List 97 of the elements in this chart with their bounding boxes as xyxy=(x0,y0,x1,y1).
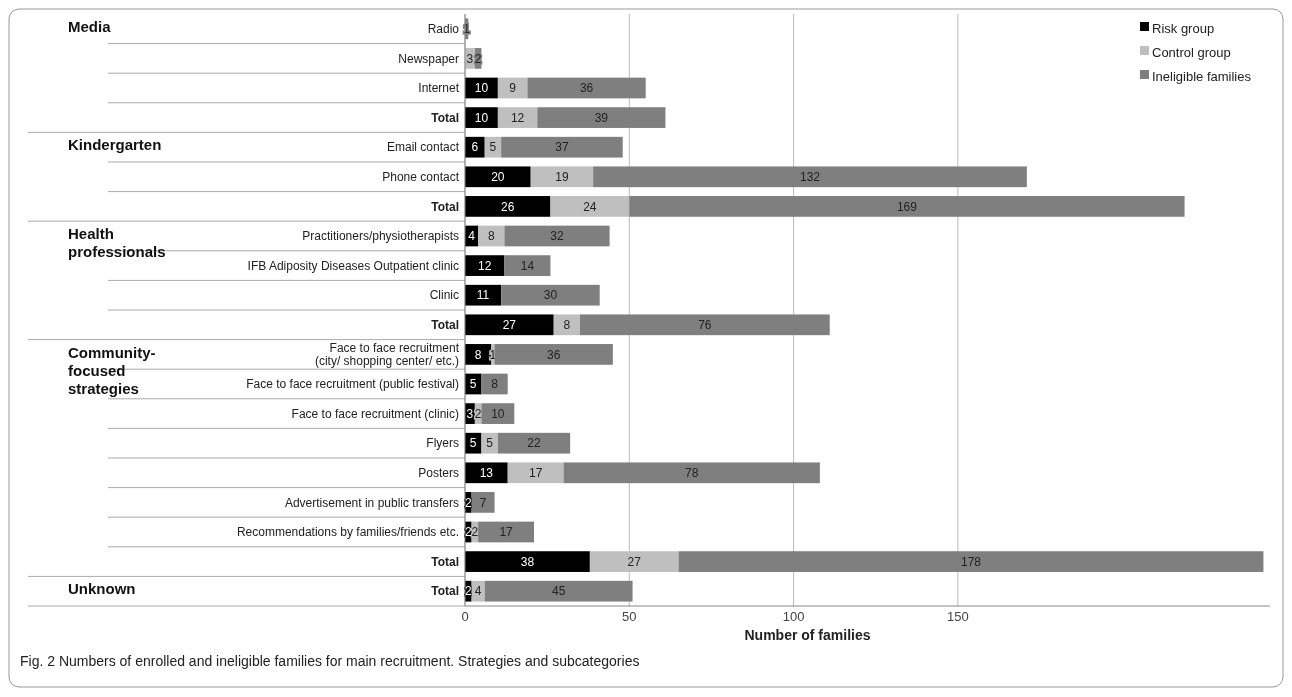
data-label: 12 xyxy=(478,258,492,273)
y-tick-label: Total xyxy=(431,554,459,569)
data-label: 2 xyxy=(474,406,482,421)
data-label: 13 xyxy=(479,466,494,480)
y-tick-label: Total xyxy=(431,199,459,214)
data-label: 19 xyxy=(555,170,569,184)
data-label: 38 xyxy=(520,554,535,569)
data-label: 14 xyxy=(520,258,535,273)
y-tick-label: Clinic xyxy=(429,288,459,303)
text: Kindergarten xyxy=(68,136,162,154)
y-tick-label: Newspaper xyxy=(398,51,459,66)
y-tick-label: Face to face recruitment (clinic) xyxy=(291,406,459,421)
data-label: 8 xyxy=(491,377,499,392)
data-label: 178 xyxy=(960,554,982,569)
y-tick-label: Recommendations by families/friends etc. xyxy=(236,525,459,540)
data-label: 11 xyxy=(476,288,490,303)
data-label: 78 xyxy=(685,466,699,480)
data-label: 22 xyxy=(527,436,541,451)
data-label: 9 xyxy=(509,81,517,96)
bar xyxy=(465,551,590,572)
data-label: 37 xyxy=(555,140,569,155)
data-label: 5 xyxy=(469,377,477,392)
data-label: 8 xyxy=(474,347,482,362)
bar xyxy=(678,551,1264,572)
bar xyxy=(550,196,630,217)
bar xyxy=(494,344,613,365)
data-label: 3 xyxy=(466,406,474,421)
data-label: 10 xyxy=(474,81,489,96)
data-label: 6 xyxy=(471,140,479,155)
data-label: 30 xyxy=(543,288,558,303)
data-label: 12 xyxy=(510,110,525,125)
x-tick-label: 50 xyxy=(622,609,637,624)
y-tick-label: Practitioners/physiotherapists xyxy=(302,229,459,244)
data-label: 132 xyxy=(799,170,821,184)
data-label: 4 xyxy=(474,584,482,599)
data-label: 8 xyxy=(487,229,495,244)
bar xyxy=(580,314,830,336)
bar xyxy=(501,284,600,306)
y-tick-label: Phone contact xyxy=(382,170,460,184)
y-tick-label: Face to face recruitment (city/ shopping center/ etc.) xyxy=(314,341,460,369)
data-label: 27 xyxy=(627,554,642,569)
data-label: 5 xyxy=(486,436,494,451)
data-label: 17 xyxy=(528,466,543,480)
y-tick-label: Total xyxy=(431,318,459,332)
data-label: 27 xyxy=(502,318,517,332)
legend-label: Risk group xyxy=(1152,20,1215,36)
data-label: 26 xyxy=(501,199,515,214)
data-label: 2 xyxy=(471,525,479,540)
data-label: 5 xyxy=(489,140,497,155)
bar xyxy=(563,462,820,484)
y-tick-label: Posters xyxy=(418,466,459,480)
y-tick-label: Total xyxy=(431,584,459,599)
data-label: 2 xyxy=(474,51,482,66)
data-label: 20 xyxy=(491,170,505,184)
bar xyxy=(537,107,666,128)
data-label: 24 xyxy=(583,199,597,214)
text: Community- focused strategies xyxy=(68,343,156,397)
x-axis-title: Number of families xyxy=(744,627,871,643)
y-tick-label: Advertisement in public transfers xyxy=(284,495,459,510)
bar xyxy=(484,580,633,602)
x-tick-label: 0 xyxy=(461,609,469,624)
data-label: 169 xyxy=(896,199,918,214)
text: Unknown xyxy=(68,580,136,598)
y-tick-label: Email contact xyxy=(386,140,460,155)
y-tick-label: Total xyxy=(431,110,459,125)
data-label: 10 xyxy=(491,406,505,421)
y-tick-label: Face to face recruitment (public festival) xyxy=(246,377,459,392)
legend-label: Control group xyxy=(1152,44,1231,60)
data-label: 3 xyxy=(466,51,474,66)
data-label: 36 xyxy=(579,81,594,96)
data-label: 5 xyxy=(469,436,477,451)
bar xyxy=(465,314,554,336)
y-tick-label: Flyers xyxy=(426,436,459,451)
x-tick-label: 150 xyxy=(947,609,969,624)
text: Media xyxy=(68,18,112,35)
data-label: 2 xyxy=(464,495,472,510)
data-label: 36 xyxy=(547,347,561,362)
data-label: 4 xyxy=(468,229,476,244)
legend-label: Ineligible families xyxy=(1152,68,1252,84)
caption: Fig. 2 Numbers of enrolled and ineligible families for main recruitment. Strategies and subcategories xyxy=(20,653,640,669)
data-label: 45 xyxy=(551,584,566,599)
text: Health professionals xyxy=(68,225,166,261)
data-label: 32 xyxy=(550,229,564,244)
bar xyxy=(629,196,1185,217)
y-tick-label: IFB Adiposity Diseases Outpatient clinic xyxy=(247,258,459,273)
data-label: 10 xyxy=(474,110,489,125)
y-tick-label: Internet xyxy=(418,81,460,96)
data-label: 8 xyxy=(563,318,571,332)
data-label: 39 xyxy=(594,110,609,125)
y-tick-label: Radio xyxy=(427,22,460,36)
bar xyxy=(501,136,623,158)
bar xyxy=(593,166,1027,188)
data-label: 7 xyxy=(479,495,487,510)
data-label: 17 xyxy=(499,525,514,540)
data-label: 76 xyxy=(698,318,712,332)
x-tick-label: 100 xyxy=(782,609,805,624)
data-label: 2 xyxy=(464,584,472,599)
